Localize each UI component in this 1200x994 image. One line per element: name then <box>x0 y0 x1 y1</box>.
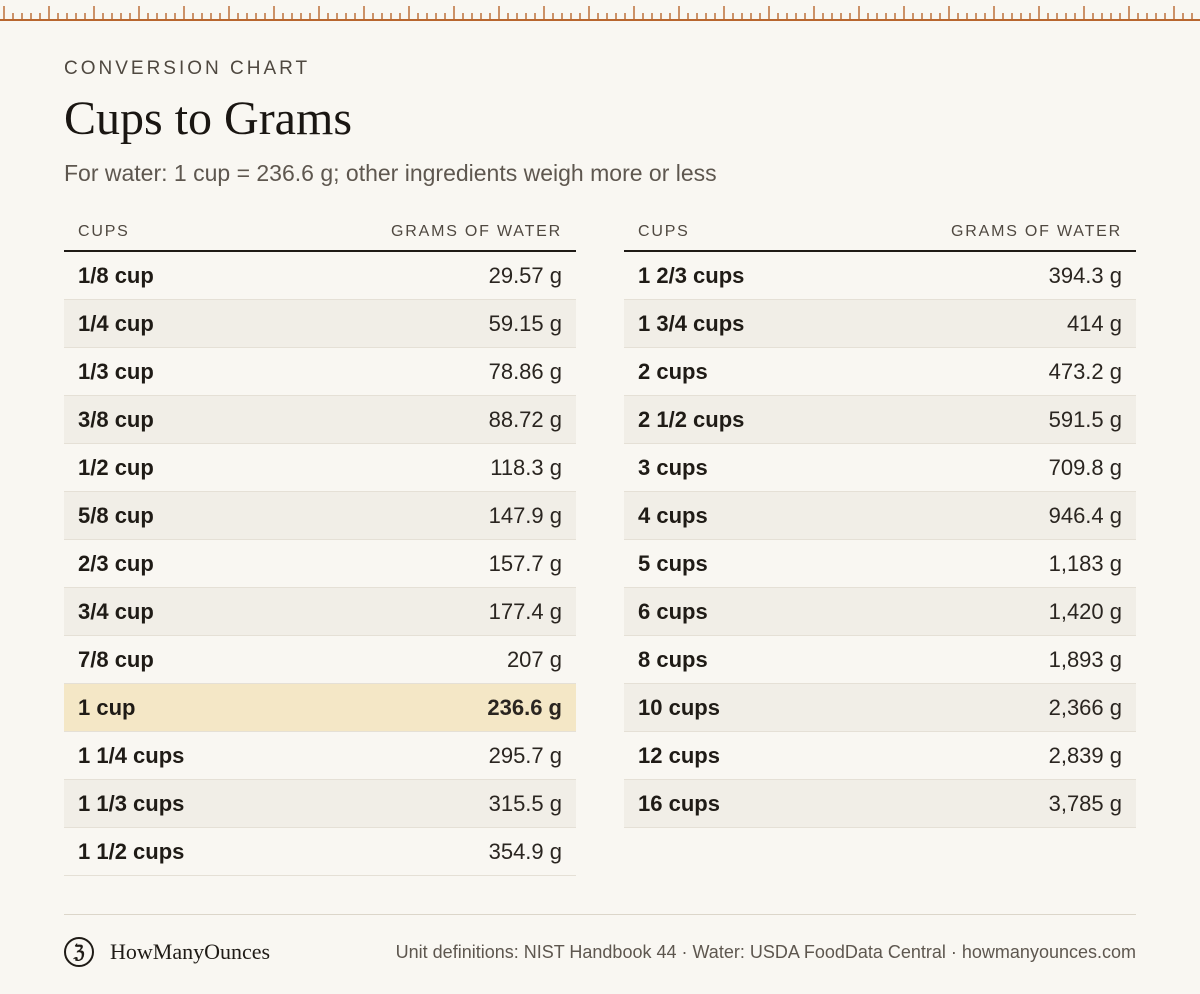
table-row: 1 cup 236.6 g <box>64 684 576 732</box>
grams-cell: 295.7 g <box>488 742 562 768</box>
grams-cell: 1,893 g <box>1048 646 1122 672</box>
cups-cell: 3/8 cup <box>78 406 154 432</box>
grams-cell: 88.72 g <box>488 406 562 432</box>
table-header: CUPS GRAMS OF WATER <box>624 214 1136 252</box>
source-credits: Unit definitions: NIST Handbook 44 · Wat… <box>395 942 1136 962</box>
table-row: 12 cups 2,839 g <box>624 732 1136 780</box>
cups-cell: 4 cups <box>638 502 708 528</box>
table-row: 6 cups 1,420 g <box>624 588 1136 636</box>
column-header-cups: CUPS <box>638 223 690 240</box>
table-row: 10 cups 2,366 g <box>624 684 1136 732</box>
brand-name: HowManyOunces <box>110 939 271 964</box>
table-row: 1 3/4 cups 414 g <box>624 300 1136 348</box>
table-row: 4 cups 946.4 g <box>624 492 1136 540</box>
table-row: 2 1/2 cups 591.5 g <box>624 396 1136 444</box>
table-row: 5/8 cup 147.9 g <box>64 492 576 540</box>
table-row: 2/3 cup 157.7 g <box>64 540 576 588</box>
conversion-table-left: CUPS GRAMS OF WATER 1/8 cup 29.57 g 1/4 cu… <box>64 214 576 876</box>
cups-cell: 3 cups <box>638 454 708 480</box>
grams-cell: 118.3 g <box>490 454 562 480</box>
column-header-cups: CUPS <box>78 223 130 240</box>
table-header: CUPS GRAMS OF WATER <box>64 214 576 252</box>
cups-cell: 1 3/4 cups <box>638 310 745 336</box>
table-body-left: 1/8 cup 29.57 g 1/4 cup 59.15 g 1/3 cup 78.86… <box>64 252 576 876</box>
grams-cell: 236.6 g <box>487 694 562 720</box>
cups-cell: 1 1/4 cups <box>78 742 185 768</box>
page-title: Cups to Grams <box>64 92 352 145</box>
table-row: 1 2/3 cups 394.3 g <box>624 252 1136 300</box>
eyebrow-label: CONVERSION CHART <box>64 58 311 79</box>
cups-cell: 1/8 cup <box>78 262 154 288</box>
grams-cell: 315.5 g <box>488 790 562 816</box>
cups-cell: 7/8 cup <box>78 646 154 672</box>
cups-cell: 3/4 cup <box>78 598 154 624</box>
grams-cell: 59.15 g <box>488 310 562 336</box>
table-row: 7/8 cup 207 g <box>64 636 576 684</box>
cups-cell: 1 cup <box>78 694 136 720</box>
grams-cell: 473.2 g <box>1048 358 1122 384</box>
cups-cell: 5 cups <box>638 550 708 576</box>
grams-cell: 207 g <box>506 646 562 672</box>
table-row: 1 1/4 cups 295.7 g <box>64 732 576 780</box>
grams-cell: 591.5 g <box>1048 406 1122 432</box>
column-header-grams: GRAMS OF WATER <box>391 223 562 240</box>
table-row: 8 cups 1,893 g <box>624 636 1136 684</box>
footer-divider <box>64 914 1136 915</box>
table-row: 1/2 cup 118.3 g <box>64 444 576 492</box>
grams-cell: 1,420 g <box>1048 598 1122 624</box>
table-row: 3/4 cup 177.4 g <box>64 588 576 636</box>
cups-cell: 1 1/2 cups <box>78 838 185 864</box>
ruler-decoration <box>0 6 1200 21</box>
table-row: 1 1/2 cups 354.9 g <box>64 828 576 876</box>
cups-cell: 6 cups <box>638 598 708 624</box>
grams-cell: 3,785 g <box>1048 790 1122 816</box>
cups-cell: 5/8 cup <box>78 502 154 528</box>
grams-cell: 177.4 g <box>488 598 562 624</box>
cups-cell: 16 cups <box>638 790 720 816</box>
column-header-grams: GRAMS OF WATER <box>951 223 1122 240</box>
table-row: 1/8 cup 29.57 g <box>64 252 576 300</box>
cups-cell: 2/3 cup <box>78 550 154 576</box>
grams-cell: 709.8 g <box>1048 454 1122 480</box>
grams-cell: 394.3 g <box>1048 262 1122 288</box>
footer-logo: ℨ HowManyOunces <box>64 935 270 969</box>
table-row: 2 cups 473.2 g <box>624 348 1136 396</box>
cups-cell: 10 cups <box>638 694 720 720</box>
table-body-right: 1 2/3 cups 394.3 g 1 3/4 cups 414 g 2 cups 47… <box>624 252 1136 828</box>
conversion-table-right: CUPS GRAMS OF WATER 1 2/3 cups 394.3 g 1 3… <box>624 214 1136 828</box>
cups-cell: 1 1/3 cups <box>78 790 185 816</box>
table-row: 16 cups 3,785 g <box>624 780 1136 828</box>
grams-cell: 2,839 g <box>1048 742 1122 768</box>
grams-cell: 1,183 g <box>1048 550 1122 576</box>
cups-cell: 1/2 cup <box>78 454 154 480</box>
grams-cell: 414 g <box>1066 310 1122 336</box>
table-row: 1/3 cup 78.86 g <box>64 348 576 396</box>
cups-cell: 1/4 cup <box>78 310 154 336</box>
cups-cell: 2 1/2 cups <box>638 406 745 432</box>
table-row: 3/8 cup 88.72 g <box>64 396 576 444</box>
grams-cell: 157.7 g <box>488 550 562 576</box>
table-row: 1/4 cup 59.15 g <box>64 300 576 348</box>
grams-cell: 78.86 g <box>488 358 562 384</box>
cups-cell: 1/3 cup <box>78 358 154 384</box>
cups-cell: 2 cups <box>638 358 708 384</box>
table-row: 1 1/3 cups 315.5 g <box>64 780 576 828</box>
grams-cell: 29.57 g <box>488 262 562 288</box>
page-subtitle: For water: 1 cup = 236.6 g; other ingred… <box>64 160 717 186</box>
cups-cell: 8 cups <box>638 646 708 672</box>
grams-cell: 354.9 g <box>488 838 562 864</box>
grams-cell: 2,366 g <box>1048 694 1122 720</box>
grams-cell: 147.9 g <box>488 502 562 528</box>
cups-cell: 12 cups <box>638 742 720 768</box>
grams-cell: 946.4 g <box>1048 502 1122 528</box>
measuring-cup-logo-icon: ℨ <box>64 937 94 967</box>
cups-cell: 1 2/3 cups <box>638 262 745 288</box>
table-row: 5 cups 1,183 g <box>624 540 1136 588</box>
table-row: 3 cups 709.8 g <box>624 444 1136 492</box>
